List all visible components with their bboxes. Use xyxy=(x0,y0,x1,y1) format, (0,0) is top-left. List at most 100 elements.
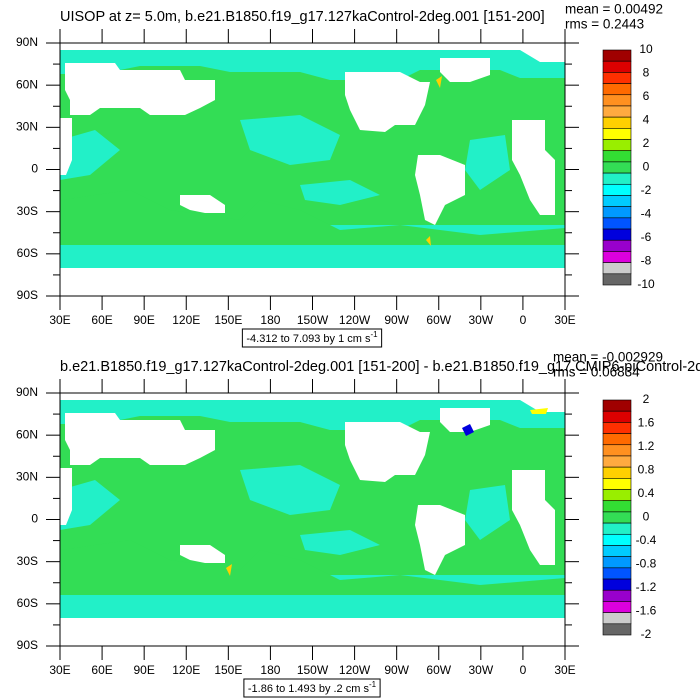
colorbar-swatch xyxy=(602,94,632,107)
lon-label: 60E xyxy=(91,313,112,327)
lat-label: 0 xyxy=(31,162,38,176)
lon-label: 90E xyxy=(133,313,154,327)
colorbar-swatch xyxy=(602,251,632,263)
colorbar-label: 6 xyxy=(643,89,650,103)
lon-label: 180 xyxy=(260,663,280,677)
colorbar-swatch xyxy=(602,228,632,241)
colorbar-swatch xyxy=(602,217,632,230)
colorbar-swatch xyxy=(602,511,632,524)
colorbar-swatch xyxy=(602,623,632,636)
lon-label: 150W xyxy=(297,313,329,327)
lon-label: 30E xyxy=(49,313,70,327)
colorbar-swatch xyxy=(602,72,632,84)
colorbar-swatch xyxy=(602,612,632,625)
colorbar-label: -1.6 xyxy=(636,604,657,618)
colorbar-swatch xyxy=(602,589,632,602)
colorbar-swatch xyxy=(602,183,632,196)
colorbar-swatch xyxy=(602,455,632,468)
lon-label: 120W xyxy=(339,663,371,677)
lat-label: 60S xyxy=(17,246,38,260)
contour-field xyxy=(60,43,565,296)
colorbar-swatch xyxy=(602,433,632,446)
colorbar-swatch xyxy=(602,262,632,275)
lat-label: 90N xyxy=(16,35,38,49)
stat-label: mean = -0.002929 xyxy=(553,350,663,365)
range-superscript: -1 xyxy=(369,680,377,689)
lat-label: 60S xyxy=(17,596,38,610)
lat-label: 90S xyxy=(17,638,38,652)
colorbar-swatch xyxy=(602,161,632,174)
colorbar-label: 8 xyxy=(643,66,650,80)
colorbar-label: -6 xyxy=(641,230,652,244)
colorbar-label: -0.4 xyxy=(636,533,657,547)
colorbar-label: -1.2 xyxy=(636,580,657,594)
colorbar-swatch xyxy=(602,139,632,152)
lon-label: 30E xyxy=(49,663,70,677)
colorbar-label: 1.2 xyxy=(638,439,655,453)
lon-label: 150W xyxy=(297,663,329,677)
lon-label: 150E xyxy=(214,663,242,677)
colorbar-label: 2 xyxy=(643,136,650,150)
colorbar-swatch xyxy=(602,172,632,185)
lon-label: 0 xyxy=(520,663,527,677)
colorbar-swatch xyxy=(602,478,632,490)
lon-label: 60W xyxy=(426,663,451,677)
colorbar-swatch xyxy=(602,49,632,62)
contour-anomaly xyxy=(462,424,474,436)
colorbar-label: -10 xyxy=(637,277,655,291)
map-panel: UISOP at z= 5.0m, b.e21.B1850.f19_g17.12… xyxy=(16,2,663,348)
colorbar-swatch xyxy=(602,578,632,591)
colorbar-swatch xyxy=(602,150,632,163)
colorbar-label: -4 xyxy=(641,207,652,221)
range-label: -1.86 to 1.493 by .2 cm s-1 xyxy=(248,680,377,695)
colorbar-swatch xyxy=(602,533,632,546)
map-panel: b.e21.B1850.f19_g17.127kaControl-2deg.00… xyxy=(16,350,700,698)
lon-label: 60W xyxy=(426,313,451,327)
colorbar-label: -0.8 xyxy=(636,557,657,571)
colorbar-swatch xyxy=(602,206,632,219)
range-superscript: -1 xyxy=(371,330,379,339)
lat-label: 60N xyxy=(16,427,38,441)
lat-label: 30S xyxy=(17,204,38,218)
lon-label: 180 xyxy=(260,313,280,327)
lon-label: 0 xyxy=(520,313,527,327)
range-box xyxy=(241,328,383,348)
lat-label: 90S xyxy=(17,288,38,302)
stat-label: rms = 0.2443 xyxy=(565,17,644,32)
lat-label: 0 xyxy=(31,512,38,526)
colorbar-swatch xyxy=(602,128,632,140)
panel-title: UISOP at z= 5.0m, b.e21.B1850.f19_g17.12… xyxy=(60,9,545,25)
colorbar-swatch xyxy=(602,522,632,535)
colorbar-label: 0.4 xyxy=(638,486,655,500)
lat-label: 30N xyxy=(16,120,38,134)
colorbar-swatch xyxy=(602,601,632,613)
colorbar-swatch xyxy=(602,273,632,286)
colorbar-swatch xyxy=(602,489,632,502)
lon-label: 90W xyxy=(384,313,409,327)
lon-label: 90E xyxy=(133,663,154,677)
colorbar-swatch xyxy=(602,500,632,513)
panel-title: b.e21.B1850.f19_g17.127kaControl-2deg.00… xyxy=(60,359,700,375)
colorbar-label: 0.8 xyxy=(638,463,655,477)
lon-label: 120E xyxy=(172,313,200,327)
lon-label: 150E xyxy=(214,313,242,327)
colorbar-swatch xyxy=(602,410,632,423)
range-box xyxy=(243,678,381,698)
range-text: -1.86 to 1.493 by .2 cm s xyxy=(248,683,370,695)
lon-label: 30W xyxy=(468,313,493,327)
lon-label: 30W xyxy=(468,663,493,677)
colorbar-label: 0 xyxy=(643,510,650,524)
range-text: -4.312 to 7.093 by 1 cm s xyxy=(246,333,371,345)
lon-label: 90W xyxy=(384,663,409,677)
contour-anomaly xyxy=(426,236,431,246)
colorbar-label: 2 xyxy=(643,392,650,406)
stat-label: rms = 0.06834 xyxy=(553,365,640,380)
colorbar-swatch xyxy=(602,399,632,412)
colorbar-swatch xyxy=(602,422,632,434)
colorbar-swatch xyxy=(602,466,632,479)
colorbar-swatch xyxy=(602,239,632,252)
range-label: -4.312 to 7.093 by 1 cm s-1 xyxy=(246,330,378,345)
colorbar-swatch xyxy=(602,116,632,129)
lon-label: 60E xyxy=(91,663,112,677)
